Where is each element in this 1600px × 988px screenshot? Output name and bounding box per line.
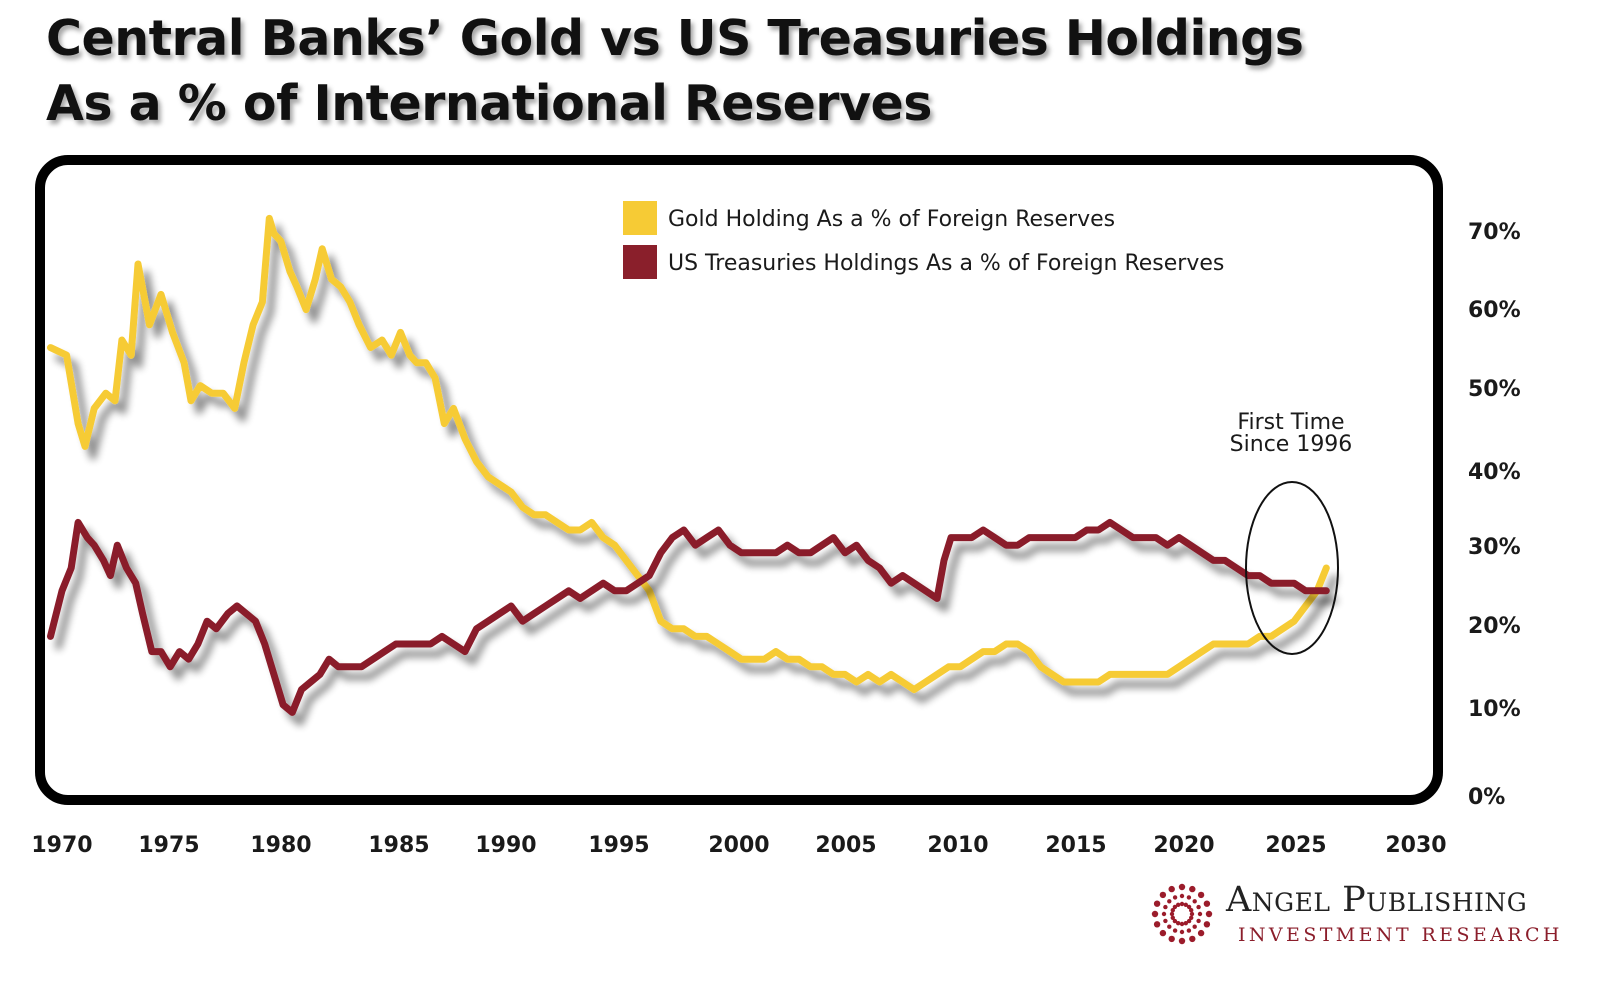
x-tick-label: 2020 bbox=[1153, 833, 1214, 858]
logo-dot bbox=[1176, 921, 1181, 926]
logo-dot bbox=[1168, 935, 1175, 943]
logo-dot bbox=[1179, 921, 1185, 927]
legend-swatch-gold bbox=[623, 201, 657, 235]
logo-dot bbox=[1172, 918, 1178, 924]
logo-dot bbox=[1176, 902, 1181, 907]
logo-dot bbox=[1197, 929, 1205, 937]
logo-dot bbox=[1179, 893, 1185, 899]
logo-dot bbox=[1192, 924, 1197, 929]
logo-dot bbox=[1183, 902, 1188, 907]
logo-dot bbox=[1161, 911, 1167, 917]
logo-dot bbox=[1197, 891, 1205, 899]
logo-dot bbox=[1153, 921, 1161, 928]
x-tick-label: 2030 bbox=[1385, 833, 1446, 858]
logo-dot bbox=[1172, 904, 1178, 910]
legend: Gold Holding As a % of Foreign Reserves … bbox=[623, 201, 1224, 279]
y-tick-label: 10% bbox=[1468, 697, 1521, 722]
y-tick-label: 0% bbox=[1468, 785, 1505, 810]
x-tick-label: 2015 bbox=[1045, 833, 1106, 858]
logo-dot bbox=[1163, 904, 1168, 910]
brand-subtitle: INVESTMENT RESEARCH bbox=[1238, 924, 1563, 946]
logo-dot bbox=[1179, 929, 1185, 935]
logo-dot bbox=[1203, 900, 1211, 907]
x-tick-label: 1990 bbox=[475, 833, 536, 858]
logo-dot bbox=[1196, 904, 1201, 910]
x-tick-label: 2005 bbox=[815, 833, 876, 858]
logo-dot bbox=[1163, 918, 1168, 924]
logo-dot bbox=[1153, 900, 1161, 907]
logo-dot bbox=[1179, 901, 1185, 907]
logo-dot bbox=[1189, 915, 1194, 920]
logo-dot bbox=[1170, 915, 1175, 920]
x-tick-label: 1980 bbox=[250, 833, 311, 858]
chart-title: Central Banks’ Gold vs US Treasuries Hol… bbox=[46, 6, 1304, 136]
logo-dot bbox=[1178, 883, 1186, 891]
legend-label-treasuries: US Treasuries Holdings As a % of Foreign… bbox=[668, 251, 1224, 276]
x-tick-label: 2000 bbox=[708, 833, 769, 858]
logo-dot bbox=[1186, 895, 1192, 900]
y-axis: 70% 60% 50% 40% 30% 20% 10% 0% bbox=[1468, 220, 1521, 810]
annotation-ellipse bbox=[1245, 481, 1339, 655]
annotation-line-2: Since 1996 bbox=[1230, 432, 1353, 457]
chart-title-line-2: As a % of International Reserves bbox=[46, 75, 932, 132]
chart-title-line-1: Central Banks’ Gold vs US Treasuries Hol… bbox=[46, 10, 1304, 67]
logo-dot bbox=[1189, 935, 1196, 943]
logo-dot bbox=[1183, 921, 1188, 926]
x-tick-label: 2010 bbox=[927, 833, 988, 858]
x-tick-label: 1985 bbox=[368, 833, 429, 858]
logo-dot bbox=[1186, 928, 1192, 933]
logo-dot bbox=[1196, 918, 1201, 924]
logo-dot bbox=[1189, 885, 1196, 893]
logo-dot bbox=[1172, 895, 1178, 900]
y-tick-label: 60% bbox=[1468, 298, 1521, 323]
brand-logo: Angel Publishing INVESTMENT RESEARCH bbox=[1146, 874, 1586, 954]
logo-dot bbox=[1172, 928, 1178, 933]
series-line-treasuries bbox=[47, 518, 1330, 716]
legend-swatch-treasuries bbox=[623, 245, 657, 279]
x-tick-label: 1975 bbox=[138, 833, 199, 858]
x-tick-label: 1970 bbox=[31, 833, 92, 858]
x-tick-label: 2025 bbox=[1265, 833, 1326, 858]
logo-dot bbox=[1159, 929, 1167, 937]
logo-dot bbox=[1192, 899, 1197, 904]
series-layer bbox=[47, 214, 1330, 716]
annotation: First Time Since 1996 bbox=[1230, 410, 1353, 655]
plot-frame bbox=[35, 155, 1443, 805]
annotation-line-1: First Time bbox=[1237, 410, 1344, 435]
logo-dot bbox=[1151, 910, 1159, 918]
logo-dot bbox=[1159, 891, 1167, 899]
logo-dot bbox=[1197, 911, 1203, 917]
y-tick-label: 40% bbox=[1468, 460, 1521, 485]
y-tick-label: 30% bbox=[1468, 535, 1521, 560]
logo-dot bbox=[1167, 924, 1172, 929]
logo-dot bbox=[1186, 904, 1192, 910]
y-tick-label: 70% bbox=[1468, 220, 1521, 245]
legend-label-gold: Gold Holding As a % of Foreign Reserves bbox=[668, 207, 1115, 232]
logo-dot bbox=[1168, 885, 1175, 893]
series-line-gold bbox=[47, 214, 1330, 694]
brand-name: Angel Publishing bbox=[1226, 880, 1528, 920]
logo-dot bbox=[1205, 910, 1213, 918]
logo-dot bbox=[1186, 918, 1192, 924]
logo-dot bbox=[1167, 899, 1172, 904]
logo-dot bbox=[1170, 908, 1175, 913]
logo-dot bbox=[1189, 908, 1194, 913]
x-axis: 1970 1975 1980 1985 1990 1995 2000 2005 2010 2015… bbox=[31, 833, 1446, 858]
x-tick-label: 1995 bbox=[588, 833, 649, 858]
starburst-logo-icon bbox=[1151, 883, 1213, 945]
y-tick-label: 50% bbox=[1468, 377, 1521, 402]
logo-dot bbox=[1203, 921, 1211, 928]
logo-dot bbox=[1189, 911, 1195, 917]
y-tick-label: 20% bbox=[1468, 614, 1521, 639]
logo-dot bbox=[1178, 937, 1186, 945]
logo-dot bbox=[1169, 911, 1175, 917]
